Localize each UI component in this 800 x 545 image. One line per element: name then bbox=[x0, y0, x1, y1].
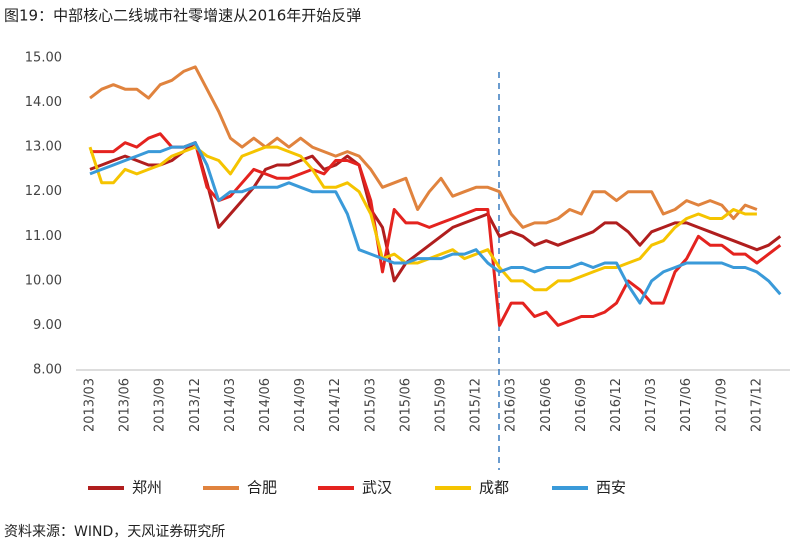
source-note: 资料来源：WIND，天风证券研究所 bbox=[4, 524, 225, 540]
x-tick-label: 2013/12 bbox=[188, 378, 203, 432]
series-line bbox=[89, 141, 782, 305]
series-line bbox=[90, 132, 782, 327]
series-line bbox=[89, 65, 758, 229]
x-tick-label: 2013/09 bbox=[153, 378, 168, 432]
x-tick-label: 2014/09 bbox=[293, 378, 308, 432]
y-tick-label: 11.00 bbox=[25, 229, 62, 244]
x-tick-label: 2013/06 bbox=[118, 378, 133, 432]
x-tick-label: 2017/03 bbox=[644, 378, 659, 432]
chart-title: 图19：中部核心二线城市社零增速从2016年开始反弹 bbox=[4, 7, 361, 25]
x-tick-label: 2016/12 bbox=[609, 378, 624, 432]
x-tick-label: 2014/06 bbox=[258, 378, 273, 432]
x-tick-label: 2015/09 bbox=[434, 378, 449, 432]
series-line bbox=[88, 145, 757, 292]
y-tick-label: 14.00 bbox=[25, 95, 62, 110]
x-tick-label: 2017/06 bbox=[679, 378, 694, 432]
legend-label: 成都 bbox=[479, 479, 509, 497]
legend-label: 合肥 bbox=[247, 479, 277, 497]
series-line bbox=[89, 141, 782, 283]
y-tick-label: 12.00 bbox=[25, 184, 62, 199]
legend-label: 西安 bbox=[596, 479, 626, 497]
x-tick-label: 2016/06 bbox=[539, 378, 554, 432]
x-tick-label: 2015/12 bbox=[469, 378, 484, 432]
y-tick-label: 8.00 bbox=[33, 363, 62, 378]
y-tick-label: 10.00 bbox=[25, 273, 62, 288]
x-tick-label: 2016/03 bbox=[504, 378, 519, 432]
y-tick-label: 13.00 bbox=[25, 140, 62, 155]
x-tick-label: 2013/03 bbox=[83, 378, 98, 432]
x-tick-label: 2015/03 bbox=[363, 378, 378, 432]
x-tick-label: 2017/12 bbox=[749, 378, 764, 432]
x-tick-label: 2014/12 bbox=[328, 378, 343, 432]
legend-label: 武汉 bbox=[362, 479, 392, 497]
legend-label: 郑州 bbox=[132, 479, 162, 497]
x-tick-label: 2017/09 bbox=[714, 378, 729, 432]
y-tick-label: 9.00 bbox=[33, 318, 62, 333]
x-tick-label: 2014/03 bbox=[223, 378, 238, 432]
y-tick-label: 15.00 bbox=[25, 51, 62, 66]
x-tick-label: 2015/06 bbox=[398, 378, 413, 432]
x-tick-label: 2016/09 bbox=[574, 378, 589, 432]
